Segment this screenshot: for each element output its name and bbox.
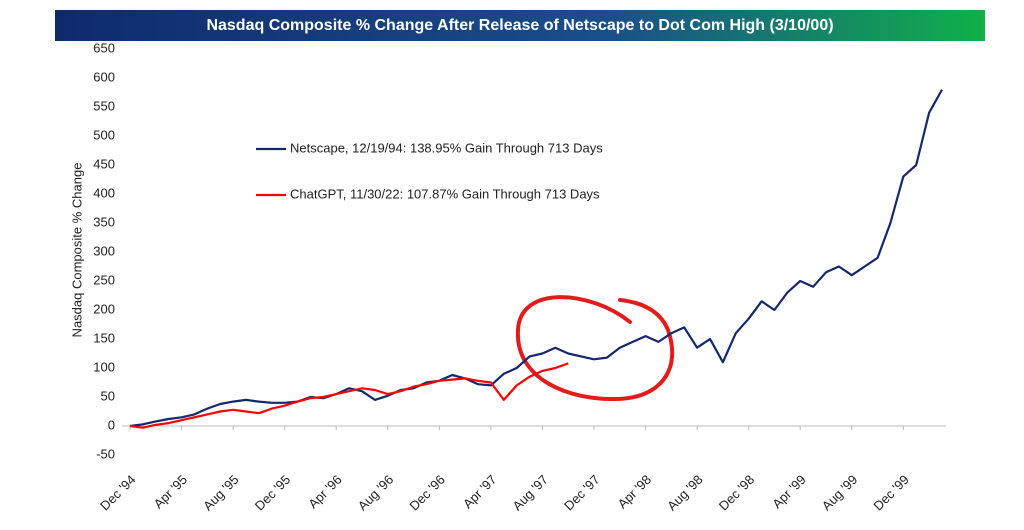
y-tick-label: 300 [93, 243, 115, 258]
y-tick-label: 600 [93, 69, 115, 84]
x-tick-label: Dec '99 [870, 472, 911, 513]
x-tick-label: Dec '96 [406, 472, 447, 513]
x-tick-label: Apr '95 [151, 472, 190, 511]
x-tick-label: Apr '99 [769, 472, 808, 511]
x-tick-label: Aug '96 [355, 472, 396, 513]
x-tick-label: Dec '98 [716, 472, 757, 513]
y-tick-label: -50 [96, 446, 115, 461]
y-tick-label: 0 [108, 417, 115, 432]
x-tick-label: Apr '98 [615, 472, 654, 511]
y-tick-label: 200 [93, 301, 115, 316]
y-tick-label: 550 [93, 98, 115, 113]
x-tick-label: Dec '94 [97, 472, 138, 513]
x-tick-label: Aug '95 [200, 472, 241, 513]
x-tick-label: Aug '99 [819, 472, 860, 513]
line-series [129, 362, 569, 429]
x-tick-label: Dec '97 [561, 472, 602, 513]
y-axis-title: Nasdaq Composite % Change [69, 163, 84, 338]
x-tick-label: Dec '95 [252, 472, 293, 513]
x-tick-label: Aug '97 [509, 472, 550, 513]
legend-label: ChatGPT, 11/30/22: 107.87% Gain Through … [290, 186, 600, 201]
chart-title: Nasdaq Composite % Change After Release … [206, 17, 833, 34]
x-tick-label: Apr '97 [460, 472, 499, 511]
y-tick-label: 100 [93, 359, 115, 374]
x-tick-label: Apr '96 [305, 472, 344, 511]
y-tick-label: 650 [93, 40, 115, 55]
y-tick-label: 350 [93, 214, 115, 229]
y-tick-label: 50 [101, 388, 115, 403]
y-tick-label: 400 [93, 185, 115, 200]
x-tick-label: Aug '98 [664, 472, 705, 513]
y-tick-label: 450 [93, 156, 115, 171]
y-tick-label: 150 [93, 330, 115, 345]
legend-label: Netscape, 12/19/94: 138.95% Gain Through… [290, 140, 603, 155]
y-tick-label: 250 [93, 272, 115, 287]
line-series [129, 89, 943, 428]
title-banner [55, 10, 985, 41]
annotation-circle [515, 295, 675, 402]
y-tick-label: 500 [93, 127, 115, 142]
